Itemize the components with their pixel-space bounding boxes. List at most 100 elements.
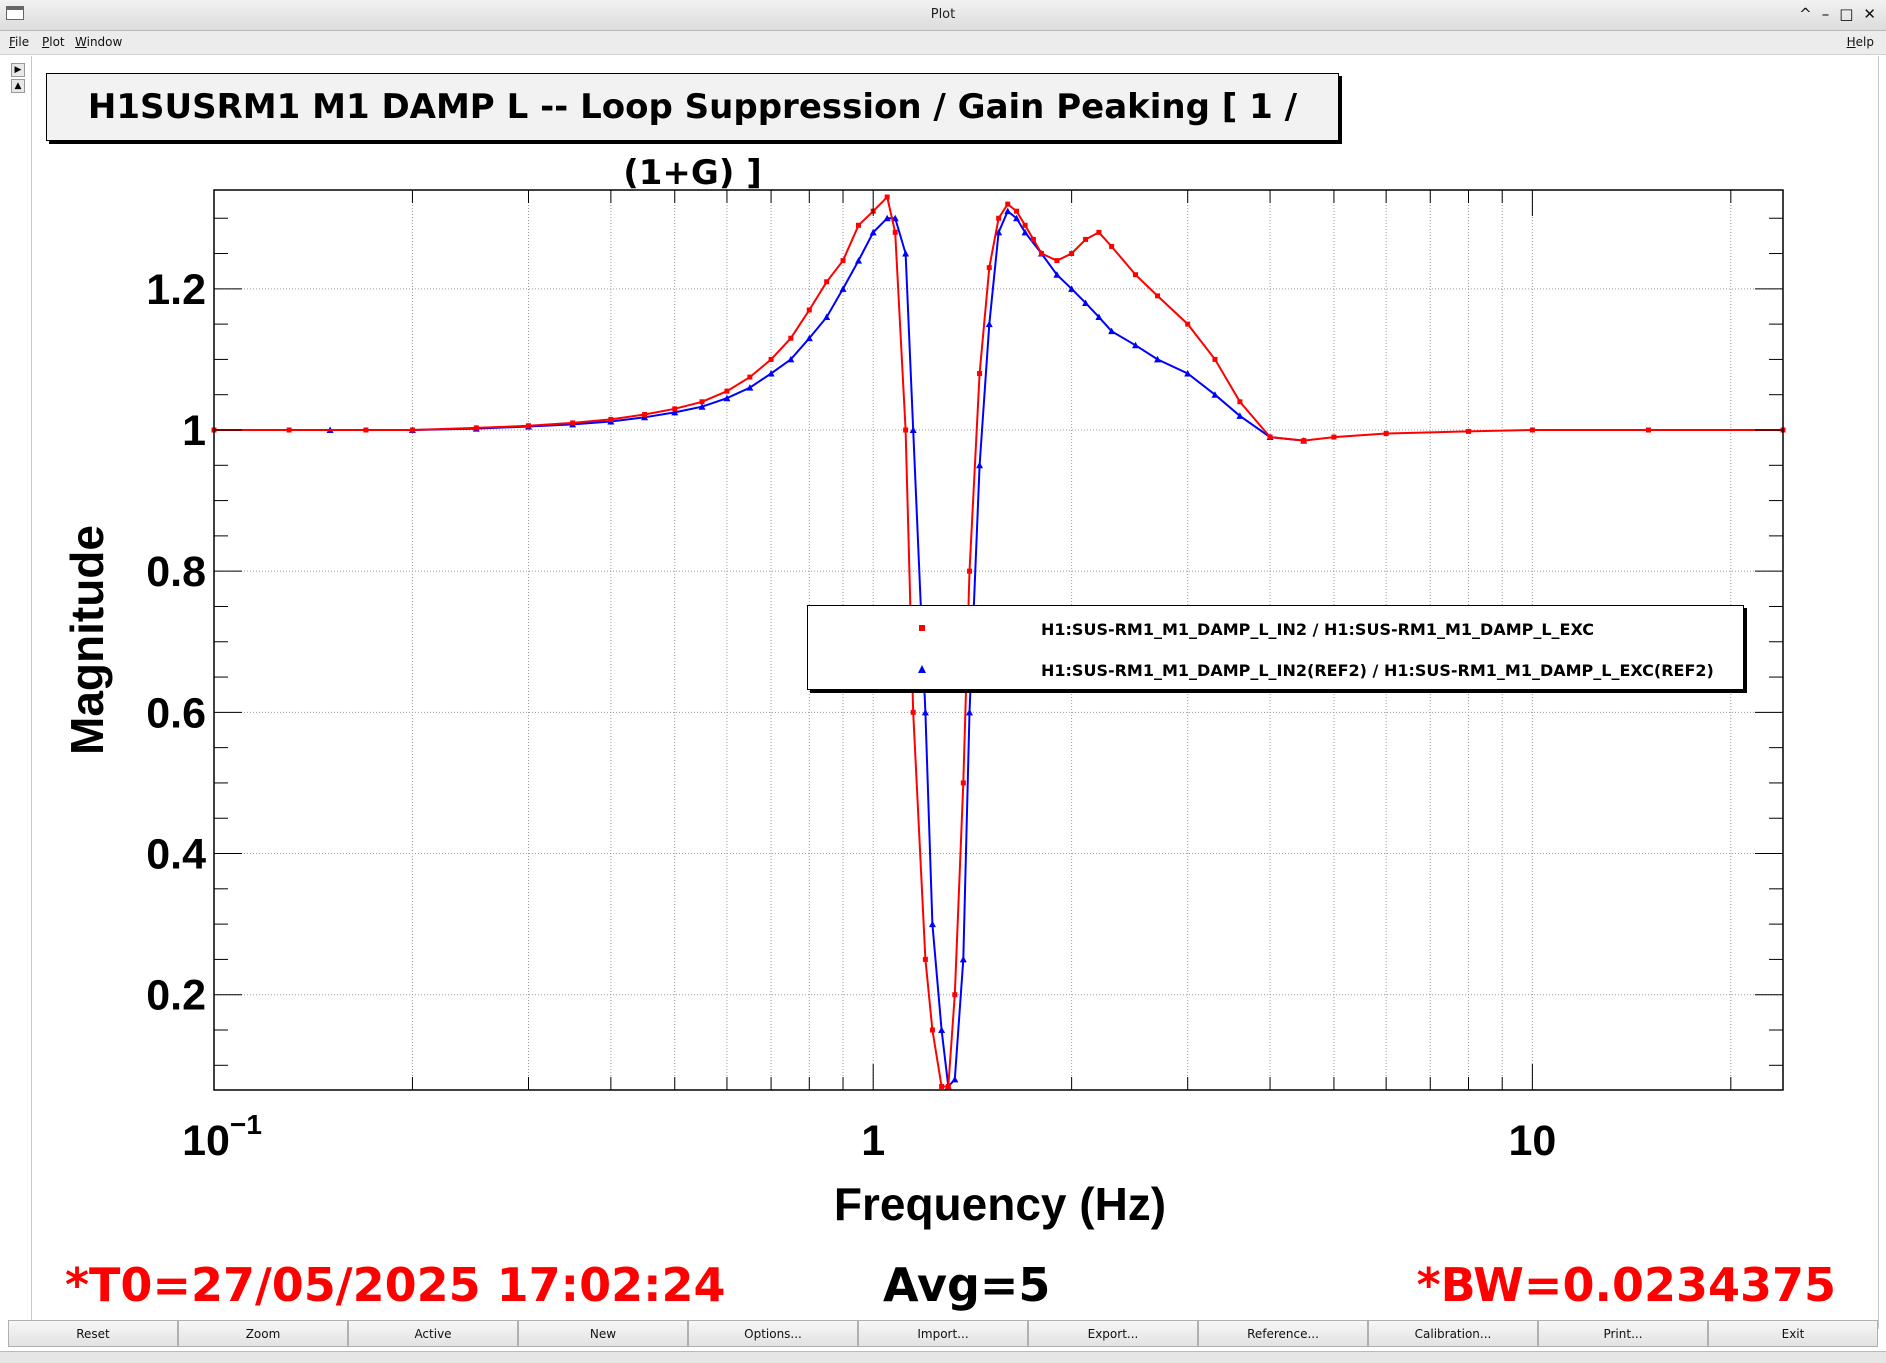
window-titlebar[interactable]: Plot ^ – □ ✕ [0, 0, 1886, 31]
legend[interactable]: H1:SUS-RM1_M1_DAMP_L_IN2 / H1:SUS-RM1_M1… [807, 605, 1744, 690]
series-current-point [409, 427, 415, 433]
menu-bar: File Plot Window Help [0, 31, 1886, 55]
shade-window-icon[interactable]: ^ [1799, 5, 1812, 23]
series-current-point [910, 709, 916, 715]
zoom-button[interactable]: Zoom [178, 1320, 348, 1347]
series-reference-point [883, 214, 891, 222]
series-current-point [1185, 321, 1191, 327]
series-reference-point [1132, 341, 1140, 349]
close-window-icon[interactable]: ✕ [1863, 5, 1876, 23]
y-tick-label: 0.2 [146, 972, 206, 1020]
y-tick-label: 0.6 [146, 689, 206, 737]
series-current-point [768, 356, 774, 362]
series-current-point [1529, 427, 1535, 433]
series-reference-point [746, 384, 754, 391]
series-current-point [884, 194, 890, 200]
menu-window[interactable]: Window [75, 35, 123, 49]
series-current-point [952, 992, 958, 998]
series-current-point [1212, 356, 1218, 362]
series-current-point [1331, 434, 1337, 440]
scroll-right-arrow-icon[interactable]: ▶ [11, 63, 25, 77]
series-reference-point [1211, 391, 1219, 398]
series-current-point [363, 427, 369, 433]
series-current-point [856, 222, 862, 228]
series-current-point [1069, 251, 1075, 257]
window-menu-icon[interactable] [6, 6, 24, 20]
series-reference-point [839, 285, 847, 292]
series-current-point [1083, 236, 1089, 242]
series-current-point [840, 258, 846, 264]
y-tick-label: 0.8 [146, 548, 206, 596]
legend-marker-square-icon [919, 625, 925, 631]
x-tick-label: 10 [1508, 1117, 1556, 1165]
series-reference-point [1108, 327, 1116, 335]
series-reference-point [641, 413, 649, 421]
series-current-point [286, 427, 292, 433]
x-tick-label: 1 [861, 1117, 885, 1165]
menu-file[interactable]: File [9, 35, 30, 49]
legend-label-current: H1:SUS-RM1_M1_DAMP_L_IN2 / H1:SUS-RM1_M1… [1041, 620, 1594, 639]
series-current-point [1133, 272, 1139, 278]
reset-button[interactable]: Reset [8, 1320, 178, 1347]
series-current-point [1038, 251, 1044, 257]
series-reference-point [902, 250, 910, 257]
series-reference-point [823, 313, 831, 321]
series-current-point [903, 427, 909, 433]
scroll-up-arrow-icon[interactable]: ▲ [11, 79, 25, 93]
print-button[interactable]: Print... [1538, 1320, 1708, 1347]
series-reference-point [855, 257, 863, 264]
new-button[interactable]: New [518, 1320, 688, 1347]
menu-help[interactable]: Help [1846, 35, 1874, 49]
y-axis-label: Magnitude [61, 525, 113, 755]
plot-frame [213, 189, 1784, 1091]
series-reference-point [938, 1026, 946, 1033]
taskbar-strip [0, 1351, 1886, 1363]
series-reference-point [891, 214, 899, 222]
series-reference-point [909, 426, 917, 433]
series-reference-point [1013, 214, 1021, 222]
active-button[interactable]: Active [348, 1320, 518, 1347]
reference-button[interactable]: Reference... [1198, 1320, 1368, 1347]
series-current-point [1096, 229, 1102, 235]
series-current-point [747, 374, 753, 380]
status-t0: *T0=27/05/2025 17:02:24 [65, 1258, 726, 1312]
import-button[interactable]: Import... [858, 1320, 1028, 1347]
series-current-point [824, 279, 830, 285]
series-reference-point [671, 408, 679, 416]
series-current-point [1030, 236, 1036, 242]
legend-entry-reference: H1:SUS-RM1_M1_DAMP_L_IN2(REF2) / H1:SUS-… [808, 658, 1743, 682]
x-tick-label-exponent: −1 [230, 1109, 262, 1140]
series-current-point [788, 335, 794, 341]
series-reference-point [1236, 412, 1244, 419]
options-button[interactable]: Options... [688, 1320, 858, 1347]
series-current-point [892, 229, 898, 235]
series-reference-point [976, 461, 984, 469]
series-reference-point [1154, 355, 1162, 363]
series-reference-point [1004, 207, 1012, 215]
legend-entry-current: H1:SUS-RM1_M1_DAMP_L_IN2 / H1:SUS-RM1_M1… [808, 617, 1743, 641]
series-current-point [967, 568, 973, 574]
plot-title: H1SUSRM1 M1 DAMP L -- Loop Suppression /… [46, 73, 1339, 193]
minimize-window-icon[interactable]: – [1821, 5, 1830, 23]
series-reference-point [966, 708, 974, 716]
series-current-point [1014, 208, 1020, 214]
series-current-point [922, 956, 928, 962]
exit-button[interactable]: Exit [1708, 1320, 1878, 1347]
series-current-point [960, 780, 966, 786]
maximize-window-icon[interactable]: □ [1839, 5, 1854, 23]
series-current-point [1054, 258, 1060, 264]
calibration-button[interactable]: Calibration... [1368, 1320, 1538, 1347]
menu-plot[interactable]: Plot [42, 35, 65, 49]
y-tick-label: 1 [182, 407, 206, 455]
series-reference-point [1021, 228, 1029, 236]
window-title: Plot [930, 7, 956, 22]
export-button[interactable]: Export... [1028, 1320, 1198, 1347]
y-tick-label: 0.4 [146, 831, 206, 879]
series-current-point [570, 420, 576, 426]
series-reference-point [723, 394, 731, 402]
series-current-point [986, 265, 992, 271]
series-reference-point [1053, 271, 1061, 278]
series-current-point [945, 1083, 951, 1089]
series-current-point [1109, 243, 1115, 249]
window-controls: ^ – □ ✕ [1799, 5, 1876, 23]
